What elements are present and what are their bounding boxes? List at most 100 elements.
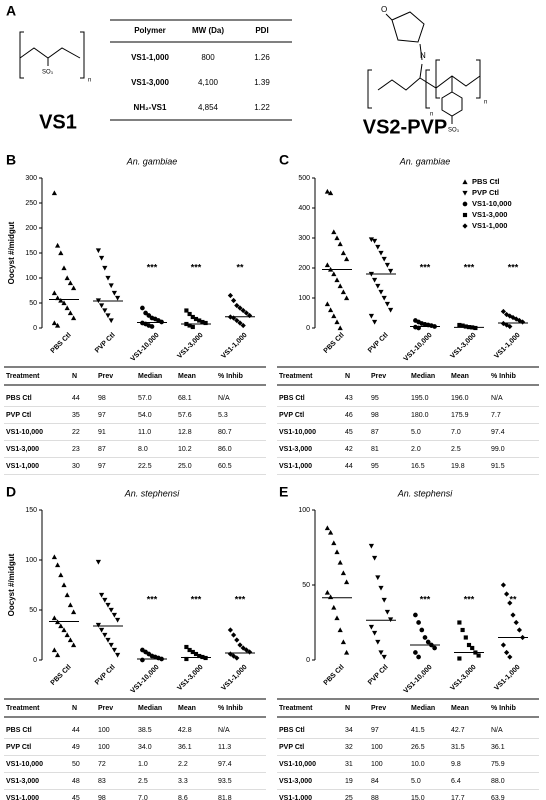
panel-label: B — [6, 152, 16, 168]
data-point — [504, 591, 510, 597]
data-point — [328, 594, 334, 600]
table-header: Median — [411, 705, 435, 712]
table-cell: 2.2 — [178, 761, 188, 768]
table-cell: 72 — [98, 761, 106, 768]
data-point — [61, 265, 67, 271]
table-cell: 180.0 — [411, 412, 429, 419]
data-point — [58, 297, 64, 303]
table-cell: 54.0 — [138, 412, 152, 419]
data-point — [384, 609, 390, 615]
data-point — [324, 301, 330, 307]
table-cell: 49 — [72, 744, 80, 751]
table-cell: N/A — [218, 395, 230, 402]
y-tick-label: 300 — [25, 175, 37, 182]
data-point — [64, 592, 70, 598]
table-cell: PVP Ctl — [6, 412, 31, 419]
significance: *** — [191, 594, 202, 604]
x-tick-label: VS1-3,000 — [176, 332, 204, 360]
table-cell: 5.0 — [411, 778, 421, 785]
data-point — [190, 314, 195, 320]
x-tick-label: VS1-1,000 — [220, 664, 248, 692]
data-point — [476, 653, 481, 658]
data-point — [344, 649, 350, 655]
data-point — [184, 644, 189, 650]
data-point — [108, 642, 114, 648]
table-cell: 31.5 — [451, 744, 465, 751]
table-cell: N/A — [218, 727, 230, 734]
table-header: Treatment — [6, 705, 40, 712]
bracket — [19, 31, 85, 79]
table-cell: 32 — [345, 744, 353, 751]
table-header: N — [72, 373, 77, 380]
table-cell: 17.7 — [451, 795, 465, 800]
table-cell: 68.1 — [178, 395, 192, 402]
data-point — [99, 303, 105, 309]
legend-label: VS1-1,000 — [472, 221, 507, 230]
data-point — [55, 562, 61, 568]
data-point — [384, 301, 390, 307]
data-point — [95, 559, 101, 565]
table-cell: 100 — [98, 744, 110, 751]
y-tick-label: 0 — [33, 657, 37, 664]
table-cell: 100 — [371, 761, 383, 768]
table-cell: 19 — [345, 778, 353, 785]
y-tick-label: 100 — [298, 295, 310, 302]
table-header: % Inhib — [218, 705, 243, 712]
data-point — [64, 632, 70, 638]
x-tick-label: VS1-10,000 — [130, 664, 161, 695]
data-point — [328, 529, 334, 535]
bond — [19, 47, 81, 66]
table-cell: 11.0 — [138, 429, 151, 436]
data-point — [187, 647, 192, 653]
polymer-name: VS2-PVP — [363, 116, 447, 138]
significance: *** — [464, 594, 475, 604]
y-tick-label: 50 — [29, 607, 37, 614]
data-point — [375, 639, 381, 645]
data-point — [460, 323, 465, 328]
significance: *** — [191, 262, 202, 272]
data-point — [331, 313, 337, 319]
table-cell: 80.7 — [218, 429, 232, 436]
data-point — [375, 575, 381, 581]
data-point — [67, 602, 73, 608]
data-point — [500, 642, 506, 648]
data-point — [331, 540, 337, 546]
table-header: Treatment — [279, 373, 313, 380]
data-point — [115, 617, 121, 623]
data-point — [99, 592, 105, 598]
table-cell: VS1-1,000 — [6, 463, 39, 470]
table-header: Prev — [98, 705, 113, 712]
data-point — [55, 242, 61, 248]
data-point — [340, 639, 346, 645]
table-cell: 87 — [98, 446, 106, 453]
table-cell: N/A — [491, 727, 503, 734]
data-point — [416, 620, 421, 625]
table-header: Prev — [98, 373, 113, 380]
table-cell: 34.0 — [138, 744, 152, 751]
table-cell: 25.0 — [178, 463, 192, 470]
y-tick-label: 150 — [25, 250, 37, 257]
data-point — [337, 559, 343, 565]
y-tick-label: 400 — [298, 205, 310, 212]
significance: *** — [420, 594, 431, 604]
table-cell: VS1-10,000 — [279, 429, 316, 436]
table-cell: 30 — [72, 463, 80, 470]
bond — [385, 13, 393, 21]
data-point — [513, 619, 519, 626]
data-point — [384, 262, 390, 268]
table-cell: VS1-10,000 — [6, 761, 43, 768]
y-axis-label: Oocyst #/midgut — [7, 553, 16, 616]
data-point — [108, 318, 114, 324]
data-point — [99, 627, 105, 633]
table-cell: PBS Ctl — [279, 395, 305, 402]
table-cell: 5.0 — [411, 429, 421, 436]
table-header: MW (Da) — [192, 26, 224, 35]
table-cell: 25 — [345, 795, 353, 800]
table-header: Mean — [178, 373, 196, 380]
table-cell: 11.3 — [218, 744, 231, 751]
legend-marker — [462, 212, 468, 218]
atom-label: n — [484, 100, 487, 106]
table-header: Mean — [178, 705, 196, 712]
data-point — [105, 602, 111, 608]
